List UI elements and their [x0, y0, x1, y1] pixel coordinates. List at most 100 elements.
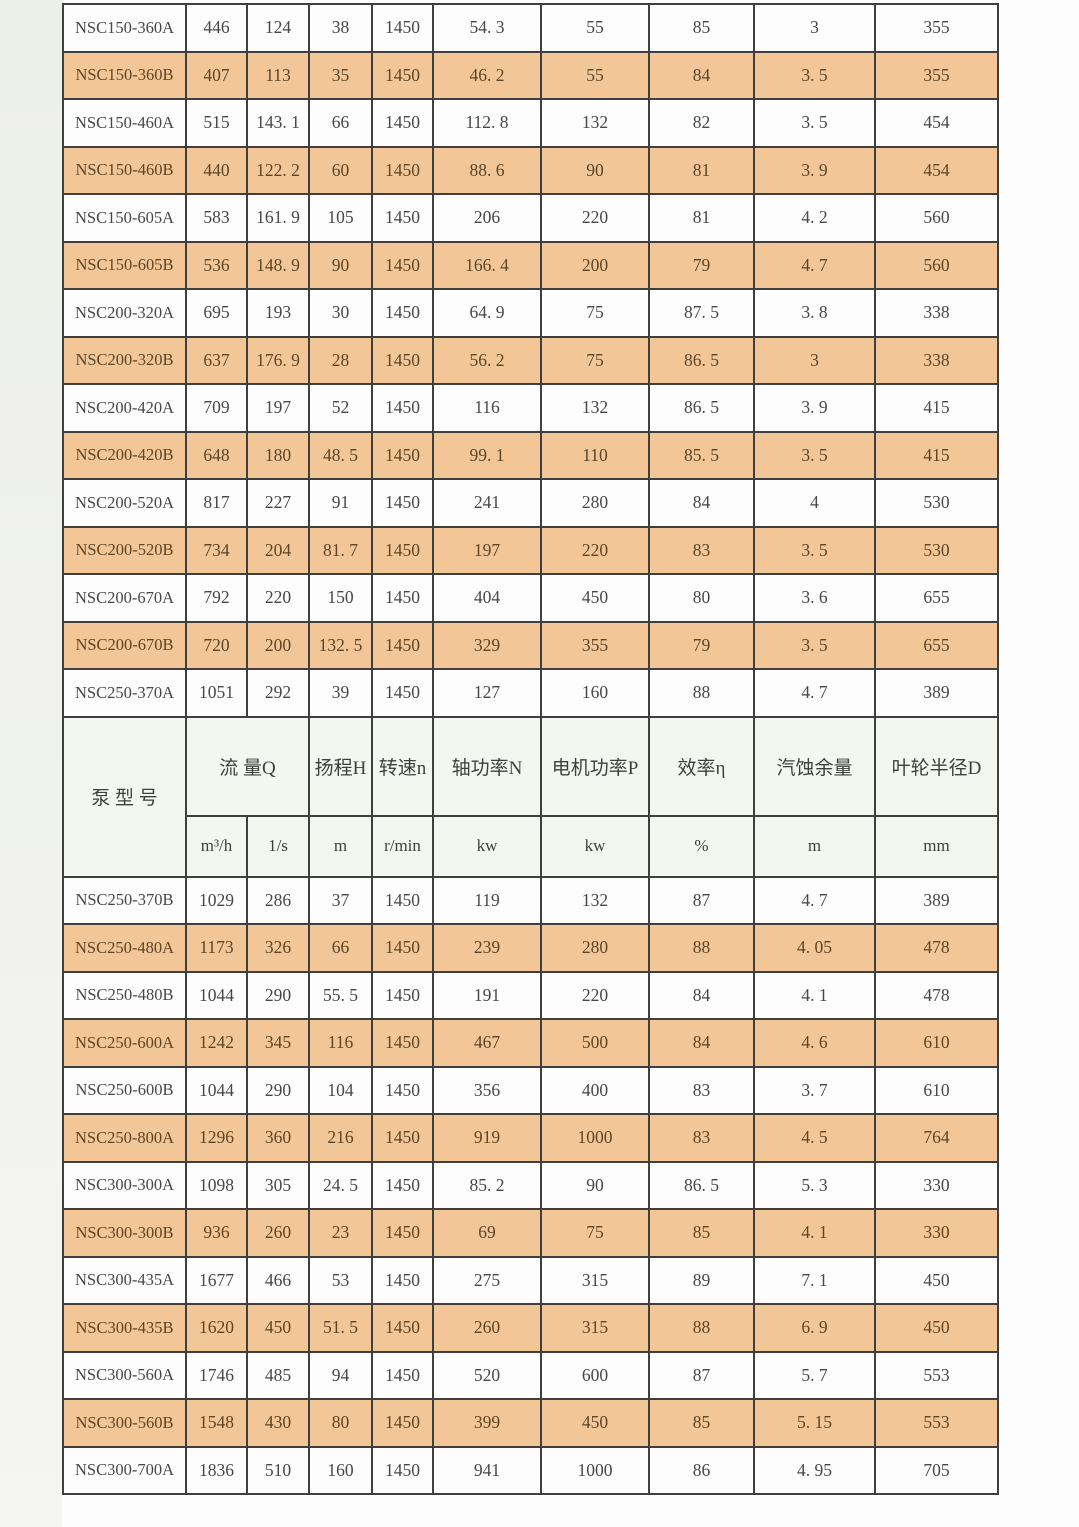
cell-efficiency: 87 — [648, 1350, 755, 1400]
cell-speed-rpm: 1450 — [371, 1445, 434, 1495]
cell-motor-power: 220 — [540, 193, 650, 243]
cell-head-m: 216 — [308, 1113, 373, 1163]
cell-head-m: 90 — [308, 240, 373, 290]
cell-flow-ls: 305 — [246, 1160, 310, 1210]
cell-flow-m3h: 1029 — [185, 875, 248, 925]
pump-model-cell: NSC200-420B — [62, 430, 187, 480]
cell-speed-rpm: 1450 — [371, 1350, 434, 1400]
cell-flow-ls: 286 — [246, 875, 310, 925]
cell-efficiency: 82 — [648, 98, 755, 148]
cell-motor-power: 220 — [540, 970, 650, 1020]
cell-flow-ls: 200 — [246, 620, 310, 670]
cell-npsh: 4. 7 — [753, 240, 876, 290]
cell-impeller-d: 764 — [874, 1113, 999, 1163]
cell-flow-ls: 204 — [246, 525, 310, 575]
unit-speed-rmin: r/min — [371, 814, 434, 878]
cell-flow-m3h: 817 — [185, 478, 248, 528]
cell-head-m: 105 — [308, 193, 373, 243]
cell-shaft-power: 69 — [432, 1208, 542, 1258]
cell-head-m: 39 — [308, 668, 373, 718]
cell-efficiency: 85 — [648, 3, 755, 53]
cell-flow-ls: 148. 9 — [246, 240, 310, 290]
header-row-units: m³/h 1/s m r/min kw kw % m mm — [63, 814, 999, 878]
cell-speed-rpm: 1450 — [371, 620, 434, 670]
cell-impeller-d: 655 — [874, 573, 999, 623]
cell-speed-rpm: 1450 — [371, 1398, 434, 1448]
cell-shaft-power: 399 — [432, 1398, 542, 1448]
cell-head-m: 48. 5 — [308, 430, 373, 480]
cell-speed-rpm: 1450 — [371, 478, 434, 528]
cell-speed-rpm: 1450 — [371, 923, 434, 973]
table-row: NSC300-560B 1548 430 80 1450 399 450 85 5. 15 553 — [62, 1398, 999, 1448]
table-row: NSC150-360A 446 124 38 1450 54. 3 55 85 3 355 — [62, 3, 999, 53]
cell-flow-ls: 197 — [246, 383, 310, 433]
cell-shaft-power: 46. 2 — [432, 50, 542, 100]
cell-flow-m3h: 1677 — [185, 1255, 248, 1305]
cell-flow-m3h: 1098 — [185, 1160, 248, 1210]
unit-flow-ls: 1/s — [246, 814, 310, 878]
cell-shaft-power: 85. 2 — [432, 1160, 542, 1210]
unit-head-m: m — [308, 814, 373, 878]
cell-efficiency: 83 — [648, 525, 755, 575]
cell-flow-m3h: 446 — [185, 3, 248, 53]
table-row: NSC150-460A 515 143. 1 66 1450 112. 8 132 82 3. … — [62, 98, 999, 148]
cell-flow-ls: 292 — [246, 668, 310, 718]
page-left-margin — [0, 0, 62, 1527]
header-flow: 流 量Q — [185, 715, 310, 817]
cell-shaft-power: 56. 2 — [432, 335, 542, 385]
cell-speed-rpm: 1450 — [371, 525, 434, 575]
cell-efficiency: 87. 5 — [648, 288, 755, 338]
cell-npsh: 4. 95 — [753, 1445, 876, 1495]
cell-head-m: 55. 5 — [308, 970, 373, 1020]
cell-flow-m3h: 1051 — [185, 668, 248, 718]
cell-motor-power: 1000 — [540, 1445, 650, 1495]
cell-shaft-power: 112. 8 — [432, 98, 542, 148]
cell-npsh: 4. 5 — [753, 1113, 876, 1163]
cell-head-m: 37 — [308, 875, 373, 925]
cell-impeller-d: 330 — [874, 1208, 999, 1258]
header-impeller-radius: 叶轮半径D — [874, 715, 999, 817]
cell-head-m: 35 — [308, 50, 373, 100]
cell-npsh: 3. 9 — [753, 145, 876, 195]
cell-efficiency: 81 — [648, 193, 755, 243]
unit-impeller-mm: mm — [874, 814, 999, 878]
header-row-labels: 泵 型 号 流 量Q 扬程H 转速n 轴功率N 电机功率P 效率η 汽蚀余量 叶… — [62, 715, 999, 878]
cell-speed-rpm: 1450 — [371, 1018, 434, 1068]
cell-npsh: 4. 1 — [753, 1208, 876, 1258]
cell-shaft-power: 88. 6 — [432, 145, 542, 195]
cell-head-m: 28 — [308, 335, 373, 385]
cell-speed-rpm: 1450 — [371, 240, 434, 290]
pump-model-cell: NSC300-300B — [62, 1208, 187, 1258]
table-body-below-header: NSC250-370B 1029 286 37 1450 119 132 87 4. 7 389 N… — [62, 875, 999, 1495]
cell-impeller-d: 454 — [874, 145, 999, 195]
cell-motor-power: 1000 — [540, 1113, 650, 1163]
cell-head-m: 91 — [308, 478, 373, 528]
cell-motor-power: 90 — [540, 145, 650, 195]
cell-speed-rpm: 1450 — [371, 193, 434, 243]
cell-shaft-power: 166. 4 — [432, 240, 542, 290]
cell-motor-power: 500 — [540, 1018, 650, 1068]
cell-shaft-power: 520 — [432, 1350, 542, 1400]
cell-efficiency: 88 — [648, 668, 755, 718]
cell-flow-m3h: 1620 — [185, 1303, 248, 1353]
cell-motor-power: 90 — [540, 1160, 650, 1210]
cell-speed-rpm: 1450 — [371, 970, 434, 1020]
cell-npsh: 5. 15 — [753, 1398, 876, 1448]
cell-shaft-power: 919 — [432, 1113, 542, 1163]
pump-model-cell: NSC300-700A — [62, 1445, 187, 1495]
cell-npsh: 3 — [753, 3, 876, 53]
cell-npsh: 6. 9 — [753, 1303, 876, 1353]
cell-flow-m3h: 407 — [185, 50, 248, 100]
table-row: NSC250-600A 1242 345 116 1450 467 500 84 4. 6 610 — [62, 1018, 999, 1068]
cell-motor-power: 280 — [540, 923, 650, 973]
cell-shaft-power: 260 — [432, 1303, 542, 1353]
cell-efficiency: 83 — [648, 1113, 755, 1163]
cell-flow-m3h: 734 — [185, 525, 248, 575]
cell-speed-rpm: 1450 — [371, 1208, 434, 1258]
cell-motor-power: 75 — [540, 335, 650, 385]
cell-flow-ls: 260 — [246, 1208, 310, 1258]
header-motor-power: 电机功率P — [540, 715, 650, 817]
